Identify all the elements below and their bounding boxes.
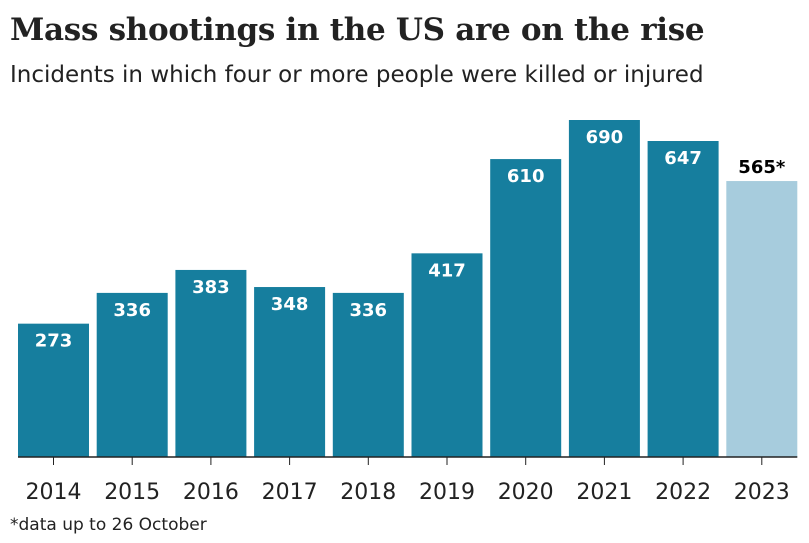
x-tick-label-2020: 2020	[498, 480, 554, 505]
data-label-2015: 336	[113, 300, 151, 321]
x-tick-label-2016: 2016	[183, 480, 239, 505]
x-tick-label-2023: 2023	[734, 480, 790, 505]
bar-2017	[254, 287, 326, 457]
data-label-2016: 383	[192, 277, 230, 298]
bar-2018	[332, 292, 404, 457]
x-tick-label-2017: 2017	[262, 480, 318, 505]
chart-title: Mass shootings in the US are on the rise	[10, 12, 705, 48]
bar-2023	[726, 181, 798, 457]
x-tick-label-2022: 2022	[655, 480, 711, 505]
bar-2016	[175, 269, 247, 457]
bar-2019	[411, 253, 483, 457]
data-label-2020: 610	[507, 166, 545, 187]
data-label-2021: 690	[586, 127, 624, 148]
data-label-2018: 336	[350, 300, 388, 321]
bar-chart: 273 2014 336 2015 383 2016 348 2017 336 2018 417 20…	[18, 120, 798, 505]
x-tick-label-2018: 2018	[340, 480, 396, 505]
data-label-2017: 348	[271, 294, 309, 315]
x-tick-label-2014: 2014	[26, 480, 82, 505]
bar-2014	[18, 323, 89, 457]
bar-2015	[96, 292, 168, 457]
data-label-2019: 417	[428, 260, 466, 281]
bar-2021	[568, 120, 640, 457]
bar-2020	[490, 159, 562, 458]
x-tick-label-2021: 2021	[576, 480, 632, 505]
footnote: *data up to 26 October	[10, 515, 207, 535]
chart-subtitle: Incidents in which four or more people w…	[10, 62, 704, 88]
x-tick-label-2019: 2019	[419, 480, 475, 505]
x-tick-label-2015: 2015	[104, 480, 160, 505]
data-label-2022: 647	[664, 148, 702, 169]
data-label-2014: 273	[35, 331, 73, 352]
bar-2022	[647, 141, 719, 457]
data-label-2023: 565*	[738, 157, 786, 178]
